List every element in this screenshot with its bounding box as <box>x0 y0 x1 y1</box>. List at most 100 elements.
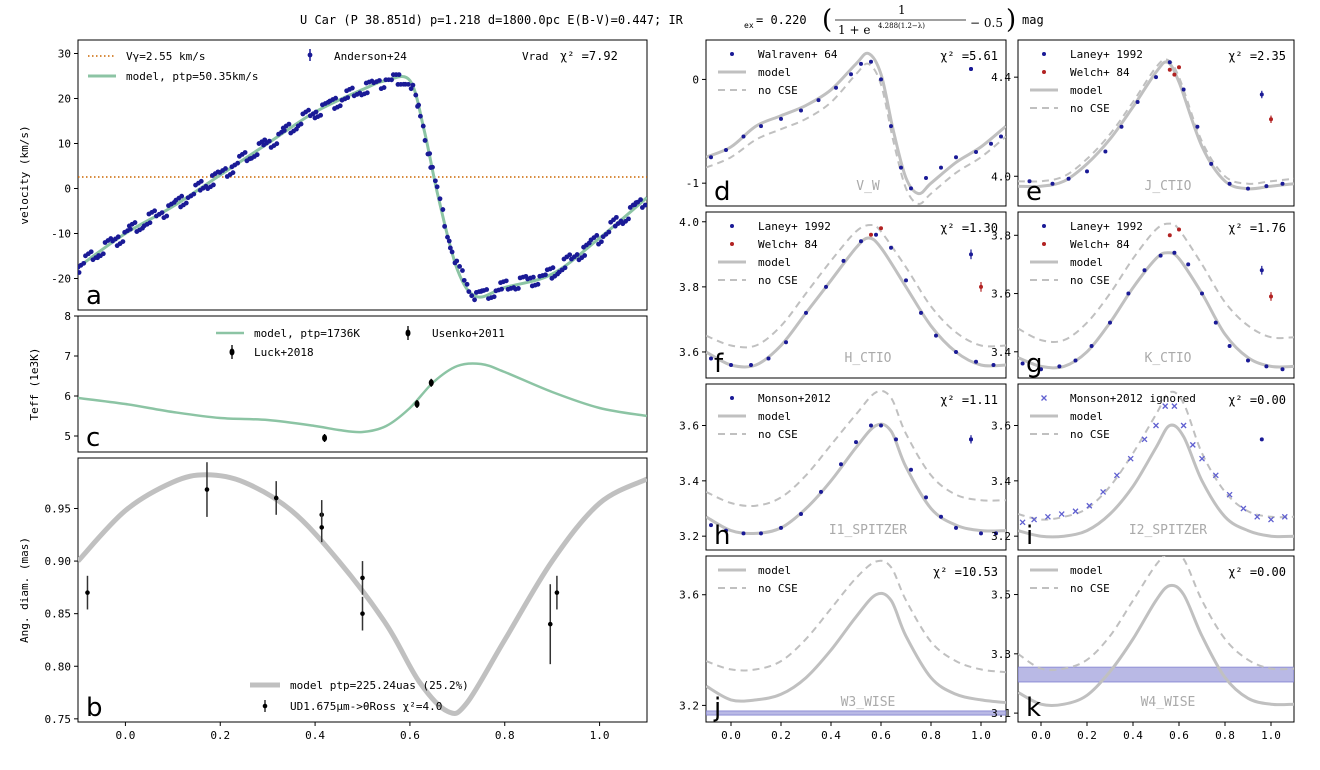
legend-ud-label: UD1.675μm->θRoss χ²=4.0 <box>290 700 442 713</box>
y-tick-label: 20 <box>58 93 71 106</box>
data-point <box>464 281 470 287</box>
data-point-ignored <box>1113 472 1120 479</box>
y-tick-label: 3.6 <box>679 420 699 433</box>
data-point <box>484 287 490 292</box>
data-point <box>140 225 145 231</box>
data-point <box>422 138 428 143</box>
data-point <box>859 239 863 244</box>
data-point <box>709 523 713 528</box>
y-tick-label: 0 <box>692 73 699 86</box>
panel-letter: j <box>713 693 721 723</box>
panel-f-plot <box>706 223 1006 369</box>
plot-frame <box>1017 39 1295 207</box>
legend-label: Laney+ 1992 <box>758 220 831 233</box>
data-point <box>132 220 138 225</box>
legend-label: no CSE <box>1070 274 1110 287</box>
data-point <box>974 359 978 364</box>
x-tick-label: 0.0 <box>1031 729 1051 742</box>
plot-frame <box>1017 555 1295 723</box>
panel-c-teff: 5 6 7 8 Teff (1e3K) model, ptp=1736K Usenko+20… <box>28 310 648 453</box>
data-point-ignored <box>1281 513 1288 520</box>
data-point <box>247 156 253 162</box>
title-frac-num: 1 <box>898 3 906 17</box>
chi2-label: χ² =10.53 <box>933 565 998 579</box>
data-point <box>749 362 753 367</box>
data-point-welch <box>869 232 873 237</box>
data-point-welch <box>1177 227 1181 232</box>
y-tick-label: 3.6 <box>679 346 699 359</box>
band-label: W4_WISE <box>1141 695 1196 710</box>
data-point <box>273 495 279 501</box>
data-point <box>469 293 475 299</box>
panel-g-plot <box>1018 222 1294 372</box>
panel-letter: h <box>714 521 730 551</box>
data-point <box>428 379 434 387</box>
welch-outlier-point <box>1269 294 1273 299</box>
data-point-ignored <box>1100 488 1107 495</box>
data-point <box>447 245 453 251</box>
legend-data-marker <box>730 396 734 400</box>
band-label: J_CTIO <box>1145 179 1192 194</box>
panel-j-w3_wise: 3.2 3.6 W3_WISE χ² =10.53 model no CSE j0.0 0.2… <box>679 555 1007 742</box>
data-point <box>349 85 355 91</box>
x-tick-label: 0.8 <box>1215 729 1235 742</box>
data-point <box>420 123 426 129</box>
panel-h-plot <box>706 389 1006 536</box>
x-tick-label: 0.4 <box>1123 729 1143 742</box>
data-point <box>1154 75 1158 80</box>
data-point <box>889 245 893 250</box>
data-point <box>547 621 553 627</box>
legend-data-marker <box>1042 224 1046 228</box>
data-point <box>461 277 467 283</box>
data-point <box>266 138 272 144</box>
measurement-band <box>706 710 1006 716</box>
legend-label: Monson+2012 <box>758 392 831 405</box>
data-point <box>724 147 728 152</box>
data-point <box>88 249 94 255</box>
data-point <box>159 210 165 216</box>
x-tick-label: 0.0 <box>721 729 741 742</box>
data-point <box>854 440 858 445</box>
data-point-welch <box>1167 67 1172 72</box>
data-point <box>1066 176 1071 181</box>
data-point <box>1227 181 1232 186</box>
legend-label: no CSE <box>1070 428 1110 441</box>
data-point <box>819 489 823 494</box>
data-point <box>120 239 126 244</box>
data-point-welch <box>1177 65 1181 70</box>
y-axis-label: Teff (1e3K) <box>28 348 41 421</box>
data-point <box>442 223 448 229</box>
band-label: K_CTIO <box>1145 351 1192 366</box>
data-point <box>1280 367 1285 372</box>
data-point <box>100 251 106 257</box>
y-tick-label: 0 <box>64 183 71 196</box>
data-point <box>322 434 328 442</box>
data-point <box>989 141 993 146</box>
data-point <box>618 218 624 224</box>
data-point <box>294 126 299 132</box>
nocse-curve <box>706 62 1006 205</box>
legend-luck-marker <box>229 348 235 356</box>
panel-a-plot <box>78 72 647 303</box>
plot-frame <box>1017 383 1295 551</box>
panel-letter: b <box>86 693 103 723</box>
data-point <box>1135 99 1140 104</box>
plot-frame <box>1017 211 1295 379</box>
legend-label: Welch+ 84 <box>1070 66 1130 79</box>
panel-letter: g <box>1026 349 1043 379</box>
data-point <box>405 81 411 87</box>
data-point <box>582 253 588 258</box>
y-tick-label: 0.90 <box>45 555 72 568</box>
panel-label: Vrad <box>522 50 549 63</box>
y-tick-label: 0.85 <box>45 608 72 621</box>
data-point <box>81 260 87 266</box>
data-point <box>152 208 158 214</box>
legend-label: no CSE <box>1070 582 1110 595</box>
chi2-label: χ² =0.00 <box>1228 565 1286 579</box>
chi2-label: χ² =7.92 <box>560 49 618 63</box>
data-point <box>633 200 639 206</box>
legend-label: model <box>758 256 791 269</box>
panel-i-plot <box>1018 390 1294 539</box>
panel-c-plot <box>78 362 647 442</box>
x-tick-label: 0.8 <box>495 729 515 742</box>
